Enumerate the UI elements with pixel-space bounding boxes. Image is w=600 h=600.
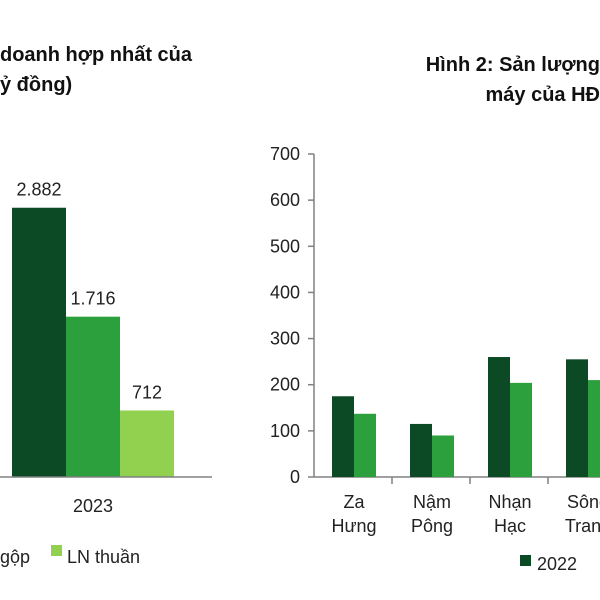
right-bar-0-1: [354, 413, 376, 477]
right-y-tick-label-2: 200: [270, 375, 300, 395]
left-category-label: 2023: [73, 496, 113, 516]
left-legend-swatch-1: [51, 545, 62, 556]
left-bar-chart: 2.882 1.716 712 2023 gộp LN thuần: [0, 180, 212, 567]
right-category-label-3-0: Sông: [567, 492, 600, 512]
right-bar-1-0: [410, 423, 432, 477]
left-chart-title-line-1: doanh hợp nhất của: [0, 44, 192, 66]
right-y-tick-label-3: 300: [270, 329, 300, 349]
left-bar-2: [120, 410, 174, 477]
right-bar-2-0: [488, 357, 510, 477]
right-chart-title-line-2: máy của HĐ: [485, 84, 600, 106]
left-data-label-0: 2.882: [16, 180, 61, 200]
right-y-tick-label-4: 400: [270, 282, 300, 302]
right-bar-3-1: [588, 380, 600, 477]
right-y-tick-label-1: 100: [270, 421, 300, 441]
right-legend-label-0: 2022: [537, 554, 577, 574]
right-bar-3-0: [566, 359, 588, 477]
right-category-label-1-1: Pông: [411, 516, 453, 536]
right-y-tick-label-7: 700: [270, 144, 300, 164]
right-bar-chart: 0 100 200 300 400 500 600 700 Za Hưng Nậm Pông Nhạn H…: [270, 144, 600, 574]
right-chart-title-line-1: Hình 2: Sản lượng: [425, 54, 600, 76]
right-chart-title: Hình 2: Sản lượng máy của HĐ: [426, 50, 600, 110]
right-category-label-3-1: Tranh: [565, 516, 600, 536]
right-bar-1-1: [432, 435, 454, 477]
right-legend-swatch-0: [520, 555, 531, 566]
left-legend-label-0: gộp: [0, 547, 30, 567]
left-bar-1: [66, 316, 120, 477]
right-category-label-2-0: Nhạn: [488, 492, 531, 512]
left-chart-title: doanh hợp nhất của ỷ đồng): [0, 40, 192, 100]
right-category-label-2-1: Hạc: [494, 516, 526, 536]
right-category-label-1-0: Nậm: [413, 492, 451, 512]
right-y-tick-label-6: 600: [270, 190, 300, 210]
right-category-label-0-1: Hưng: [331, 516, 376, 536]
left-bar-0: [12, 207, 66, 477]
left-legend-label-1: LN thuần: [67, 547, 140, 567]
right-category-label-0-0: Za: [343, 492, 365, 512]
left-data-label-2: 712: [132, 382, 162, 402]
right-bar-2-1: [510, 382, 532, 477]
left-chart-title-line-2: ỷ đồng): [0, 74, 73, 96]
left-data-label-1: 1.716: [70, 289, 115, 309]
right-y-tick-label-5: 500: [270, 236, 300, 256]
right-bar-0-0: [332, 396, 354, 477]
right-y-tick-label-0: 0: [290, 467, 300, 487]
